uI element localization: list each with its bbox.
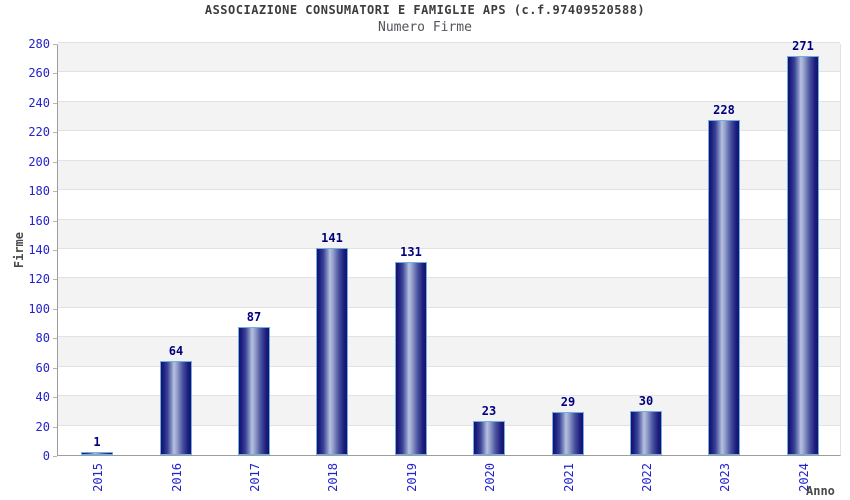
y-tick-mark	[53, 250, 57, 251]
gridline	[58, 306, 840, 308]
bar-value-label: 87	[246, 310, 262, 324]
y-tick-mark	[53, 220, 57, 222]
x-tick-label: 2015	[91, 463, 105, 492]
bar-2020	[473, 421, 505, 455]
gridline	[58, 248, 840, 249]
y-tick-label: 240	[28, 95, 50, 110]
gridline	[58, 336, 840, 338]
x-axis-title: Anno	[806, 484, 835, 498]
y-tick-mark	[53, 279, 57, 281]
y-tick-label: 120	[28, 272, 50, 287]
y-tick-label: 60	[35, 360, 50, 375]
y-tick-mark	[53, 456, 57, 457]
y-tick-mark	[53, 308, 57, 310]
plot-band	[58, 72, 840, 102]
x-tick-label: 2018	[326, 463, 340, 492]
bar-2015	[81, 452, 113, 455]
plot-area: 1 64 87 141 131 23 29 30 228 271	[57, 40, 841, 456]
y-tick-mark	[53, 426, 57, 428]
y-axis-title: Firme	[12, 232, 26, 269]
bar-value-label: 30	[638, 394, 654, 408]
y-tick-mark	[53, 161, 57, 163]
y-tick-mark	[53, 73, 57, 75]
x-tick-label: 2021	[562, 463, 576, 492]
bar-value-label: 23	[481, 404, 497, 418]
y-tick-label: 100	[28, 301, 50, 316]
gridline	[58, 71, 840, 73]
plot-band	[58, 43, 840, 73]
y-tick-label: 180	[28, 184, 50, 199]
y-tick-label: 220	[28, 125, 50, 140]
y-tick-mark	[53, 367, 57, 369]
bar-value-label: 64	[168, 344, 184, 358]
bar-value-label: 131	[400, 245, 422, 259]
bar-2019	[395, 262, 427, 455]
chart-subtitle: Numero Firme	[378, 20, 472, 35]
bar-2016	[160, 361, 192, 455]
bar-2017	[238, 327, 270, 455]
x-tick-label: 2022	[640, 463, 654, 492]
y-tick-label: 140	[28, 243, 50, 257]
y-tick-mark	[53, 102, 57, 104]
chart-title: ASSOCIAZIONE CONSUMATORI E FAMIGLIE APS …	[204, 3, 646, 17]
gridline	[58, 218, 840, 220]
y-tick-label: 20	[35, 419, 50, 434]
gridline	[58, 42, 840, 43]
gridline	[58, 159, 840, 161]
gridline	[58, 100, 840, 102]
y-tick-label: 40	[35, 390, 50, 405]
gridline	[58, 277, 840, 279]
gridline	[58, 130, 840, 132]
y-tick-mark	[53, 44, 57, 45]
y-tick-label: 200	[28, 154, 50, 169]
bar-2018	[316, 248, 348, 455]
y-tick-label: 280	[28, 37, 50, 51]
x-tick-label: 2016	[170, 463, 184, 492]
bar-value-label: 271	[792, 39, 814, 53]
x-tick-label: 2017	[248, 463, 262, 492]
bar-value-label: 228	[713, 103, 735, 117]
y-tick-label: 260	[28, 66, 50, 81]
x-tick-label: 2019	[405, 463, 419, 492]
gridline	[58, 365, 840, 367]
bar-value-label: 141	[321, 231, 343, 245]
gridline	[58, 189, 840, 191]
y-tick-label: 0	[42, 449, 50, 463]
bar-2021	[552, 412, 584, 455]
y-tick-mark	[53, 397, 57, 399]
bar-2024	[787, 56, 819, 455]
bar-2023	[708, 120, 740, 455]
gridline	[58, 424, 840, 426]
x-tick-label: 2020	[483, 463, 497, 492]
x-tick-label: 2023	[718, 463, 732, 492]
gridline	[58, 395, 840, 397]
y-tick-mark	[53, 191, 57, 193]
bar-value-label: 1	[93, 435, 101, 449]
y-tick-mark	[53, 132, 57, 134]
bar-value-label: 29	[560, 395, 576, 409]
y-tick-label: 80	[35, 331, 50, 346]
bar-2022	[630, 411, 662, 455]
y-tick-label: 160	[28, 213, 50, 228]
y-tick-mark	[53, 338, 57, 340]
